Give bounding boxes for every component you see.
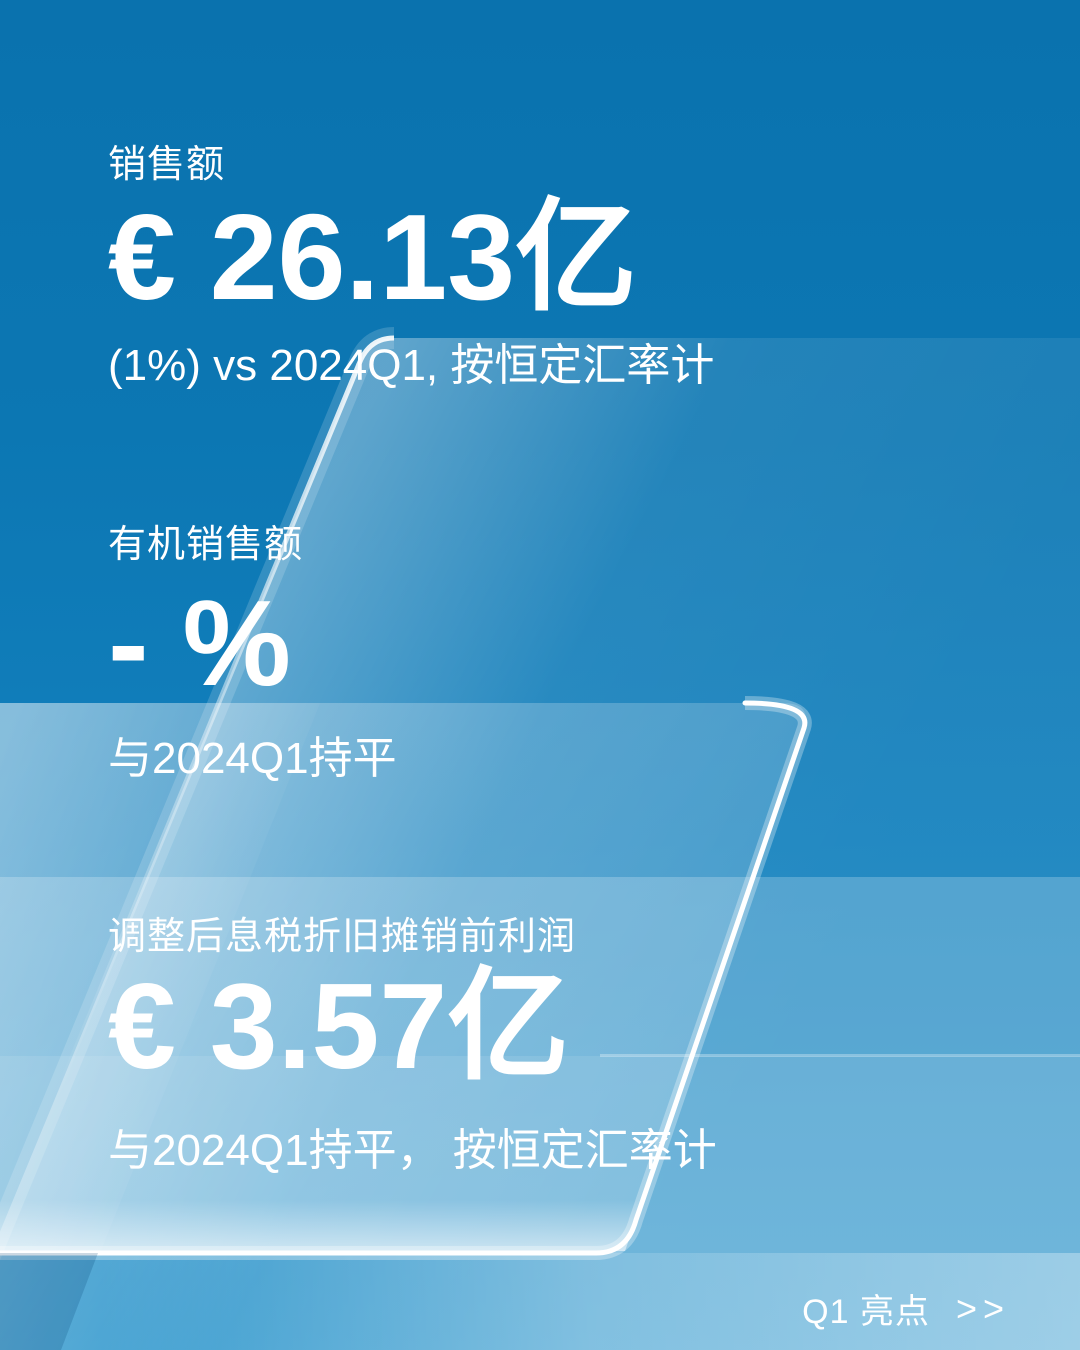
q1-highlights-label: Q1 亮点 xyxy=(802,1293,930,1331)
sales-value: € 26.13亿 xyxy=(108,189,638,325)
organic-sales-value: - % xyxy=(108,575,291,711)
chevron-double-right-icon: >> xyxy=(955,1287,1010,1329)
ebitda-note: 与2024Q1持平， 按恒定汇率计 xyxy=(108,1126,717,1175)
organic-sales-label: 有机销售额 xyxy=(108,524,304,566)
ebitda-value: € 3.57亿 xyxy=(108,958,570,1094)
q1-highlights-link[interactable]: Q1 亮点 >> xyxy=(802,1284,1010,1333)
sales-label: 销售额 xyxy=(108,144,226,186)
sales-note: (1%) vs 2024Q1, 按恒定汇率计 xyxy=(108,341,715,390)
ebitda-label: 调整后息税折旧摊销前利润 xyxy=(108,916,577,958)
organic-sales-note: 与2024Q1持平 xyxy=(108,734,397,783)
